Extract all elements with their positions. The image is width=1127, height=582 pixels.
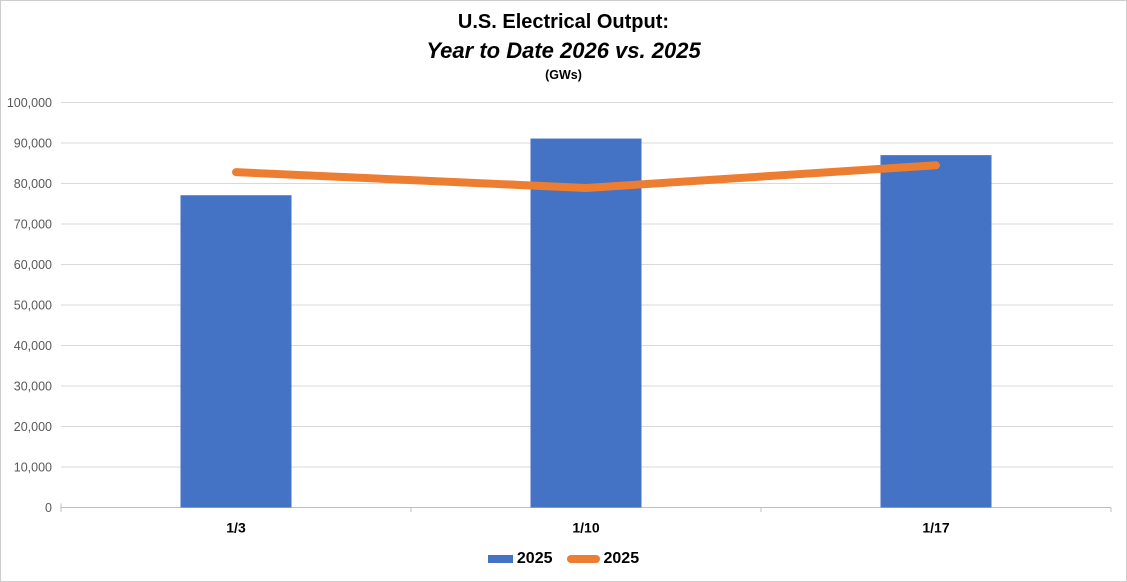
legend-label-bar-series: 2025: [516, 550, 553, 567]
y-axis-tick-label: 60,000: [14, 258, 52, 272]
x-category-label: 1/3: [226, 520, 246, 536]
y-axis-tick-label: 0: [45, 501, 52, 515]
bar-2025-1/3: [180, 195, 292, 508]
y-axis-tick-label: 20,000: [14, 420, 52, 434]
y-axis-tick-label: 50,000: [14, 299, 52, 313]
line-series-swatch-icon: [566, 555, 600, 563]
y-axis-tick-label: 80,000: [14, 177, 52, 191]
legend-label-line-series: 2025: [603, 550, 640, 567]
bar-2025-1/17: [880, 155, 992, 508]
legend-item-line-series: 2025: [566, 550, 640, 568]
line-series-2025: [232, 161, 940, 192]
bar-2025-1/10: [530, 138, 642, 508]
x-category-label: 1/17: [922, 520, 949, 536]
y-axis-tick-label: 100,000: [7, 96, 52, 110]
chart-units-label: (GWs): [545, 68, 582, 83]
legend-item-bar-series: 2025: [487, 550, 553, 568]
chart-title: U.S. Electrical Output:: [457, 11, 670, 33]
legend: 2025 2025: [1, 546, 1126, 572]
y-axis-tick-label: 90,000: [14, 137, 52, 151]
y-axis-tick-label: 40,000: [14, 339, 52, 353]
chart-subtitle: Year to Date 2026 vs. 2025: [426, 38, 701, 63]
y-axis-tick-label: 70,000: [14, 218, 52, 232]
y-axis-tick-label: 30,000: [14, 380, 52, 394]
y-axis-tick-label: 10,000: [14, 461, 52, 475]
x-category-label: 1/10: [572, 520, 599, 536]
chart-title-block: U.S. Electrical Output: Year to Date 202…: [1, 11, 1126, 82]
bar-series-swatch-icon: [487, 555, 513, 563]
